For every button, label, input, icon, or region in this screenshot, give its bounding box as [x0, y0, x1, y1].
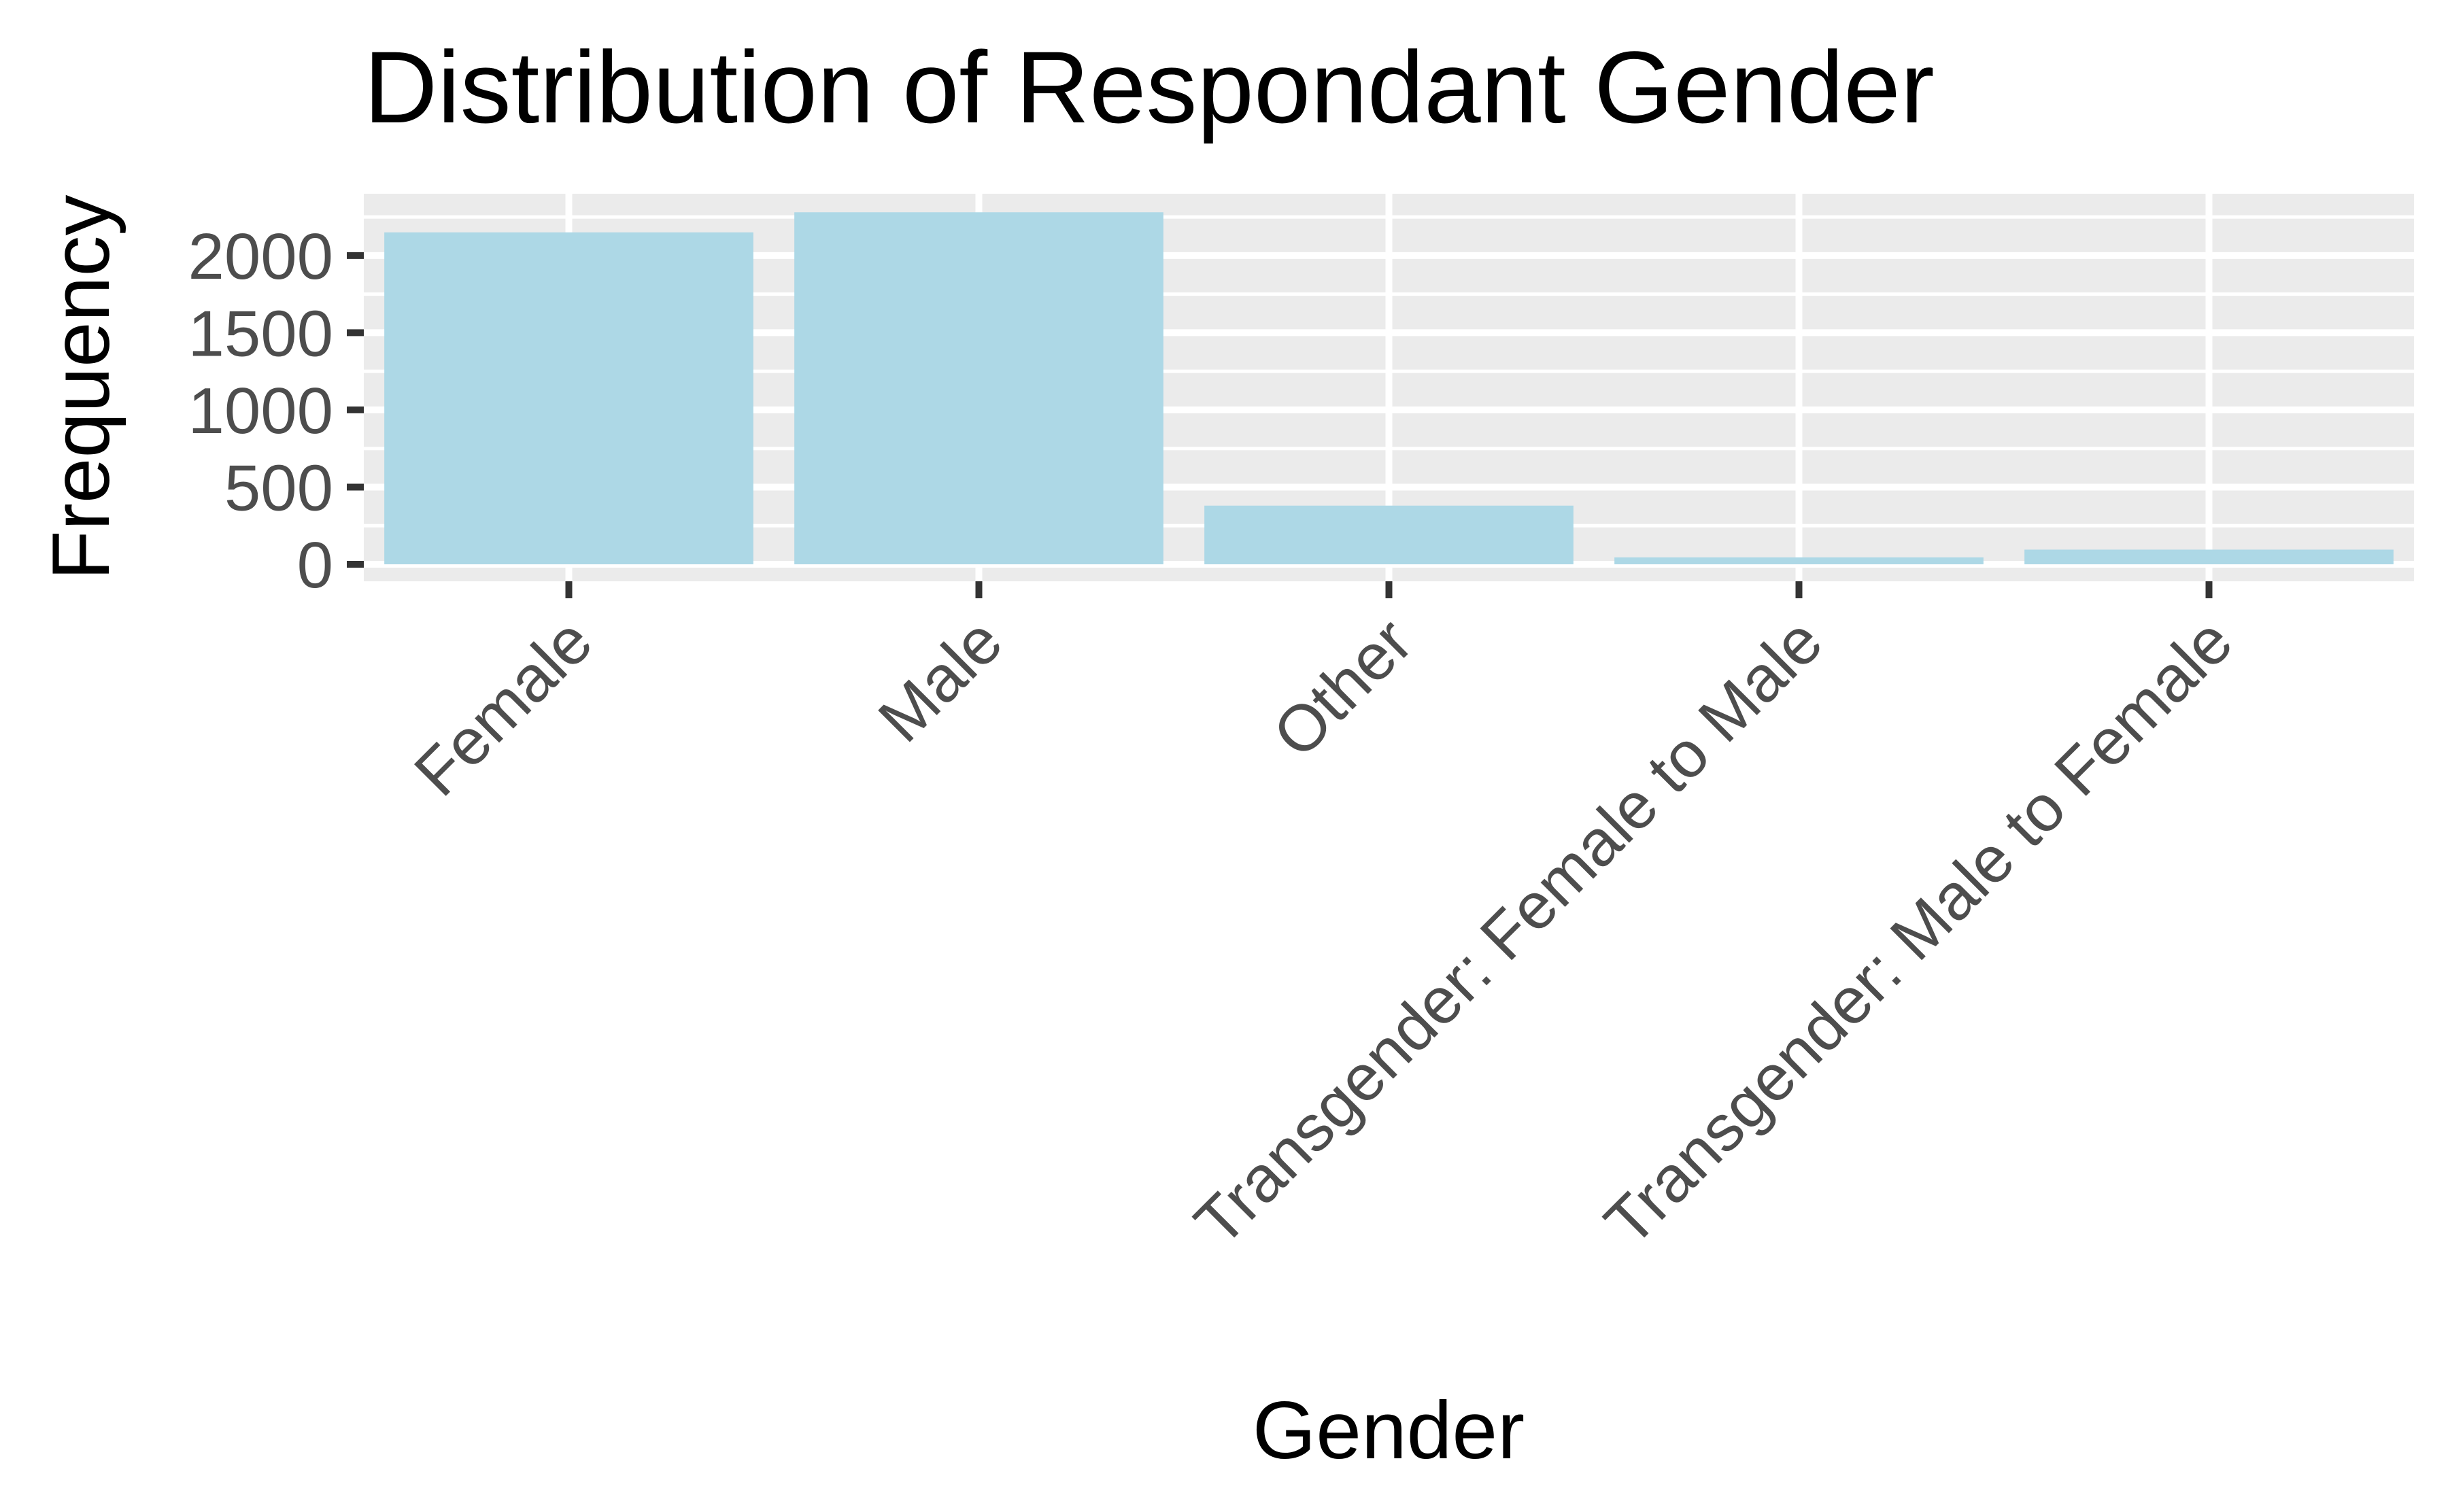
x-tick-label: Other	[1259, 604, 1426, 771]
bar-other	[1204, 505, 1574, 565]
y-tick-label: 2000	[188, 220, 333, 293]
bar-transgender-male-to-female	[2024, 549, 2394, 565]
y-axis-title: Frequency	[35, 195, 126, 581]
bar-transgender-female-to-male	[1614, 557, 1984, 565]
bar-male	[794, 212, 1163, 565]
bars	[384, 212, 2394, 565]
y-tick-label: 0	[297, 529, 333, 602]
x-axis-title: Gender	[1253, 1385, 1525, 1476]
x-tick-label: Male	[865, 604, 1017, 756]
y-tick-label: 1500	[188, 297, 333, 370]
bar-female	[384, 232, 753, 565]
y-tick-label: 1000	[188, 375, 333, 447]
y-tick-label: 500	[224, 451, 333, 524]
chart-title: Distribution of Respondant Gender	[364, 30, 1935, 144]
x-tick-label: Female	[401, 604, 606, 810]
